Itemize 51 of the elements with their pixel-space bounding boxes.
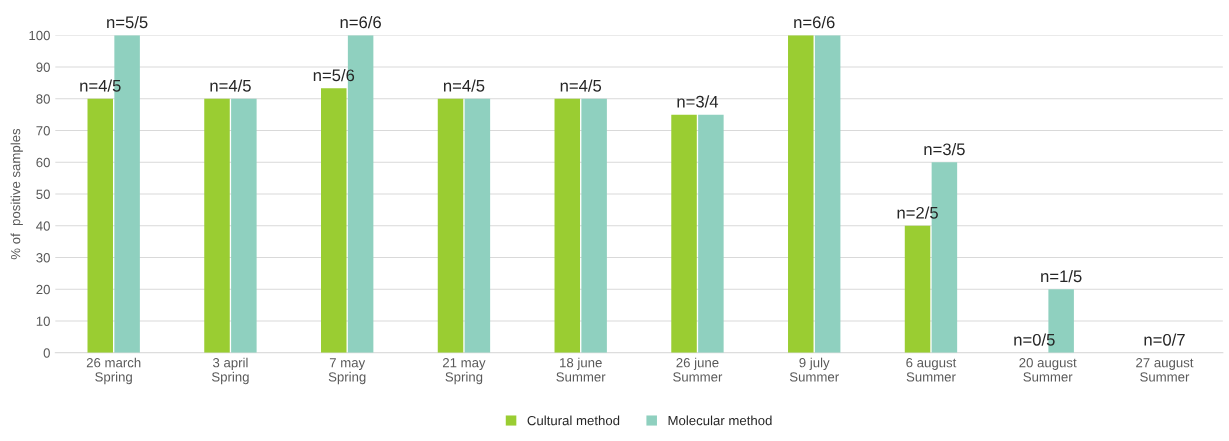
bar	[231, 98, 257, 353]
y-tick-label: 30	[36, 253, 50, 263]
data-label: n=4/5	[210, 79, 251, 92]
data-label: n=0/7	[1144, 333, 1185, 346]
y-tick-label: 70	[36, 126, 50, 136]
legend-label: Molecular method	[668, 415, 772, 426]
y-tick-label: 50	[36, 189, 50, 199]
bar	[698, 114, 724, 353]
bar	[904, 225, 931, 353]
bar	[554, 98, 581, 353]
data-label: n=3/4	[677, 95, 719, 108]
y-tick-label: 80	[36, 94, 50, 104]
x-tick-label: 27 august Summer	[1136, 358, 1194, 382]
data-label: n=6/6	[340, 15, 381, 29]
x-tick-label: 3 april Spring	[211, 357, 249, 385]
bar	[581, 98, 607, 353]
x-tick-label: 7 may Spring	[328, 358, 366, 385]
x-tick-label: 20 august Summer	[1019, 358, 1077, 382]
bar	[464, 98, 491, 353]
data-label: n=0/5	[1014, 333, 1055, 346]
data-label: n=3/5	[924, 142, 965, 156]
data-label: n=6/6	[794, 15, 835, 29]
bar	[814, 35, 841, 353]
data-label: n=2/5	[897, 206, 938, 219]
y-tick-label: 40	[36, 221, 50, 231]
x-tick-label: 26 june Summer	[673, 357, 723, 382]
y-tick-label: 20	[36, 284, 50, 295]
data-label: n=1/5	[1041, 269, 1082, 283]
x-tick-label: 6 august Summer	[906, 358, 957, 382]
data-label: n=4/5	[80, 79, 121, 92]
bar	[437, 98, 464, 353]
bar	[671, 114, 697, 353]
bar	[87, 98, 114, 353]
y-tick-label: 60	[36, 157, 50, 168]
x-tick-label: 18 june Summer	[556, 357, 606, 382]
bar	[788, 35, 814, 353]
data-label: n=4/5	[560, 79, 602, 92]
bar	[204, 98, 230, 353]
data-label: n=5/6	[313, 68, 355, 82]
data-label: n=5/5	[107, 15, 148, 29]
y-tick-label: 90	[36, 62, 50, 72]
bar	[321, 88, 347, 353]
legend-label: Cultural method	[527, 415, 620, 426]
y-axis-title: % of positive samples	[10, 128, 23, 260]
y-tick-label: 0	[43, 348, 50, 358]
y-tick-label: 10	[36, 316, 50, 326]
x-tick-label: 26 march Spring	[86, 357, 141, 385]
x-tick-label: 9 july Summer	[789, 357, 839, 382]
y-tick-label: 100	[29, 30, 50, 41]
data-label: n=4/5	[443, 79, 485, 92]
x-tick-label: 21 may Spring	[442, 358, 486, 385]
